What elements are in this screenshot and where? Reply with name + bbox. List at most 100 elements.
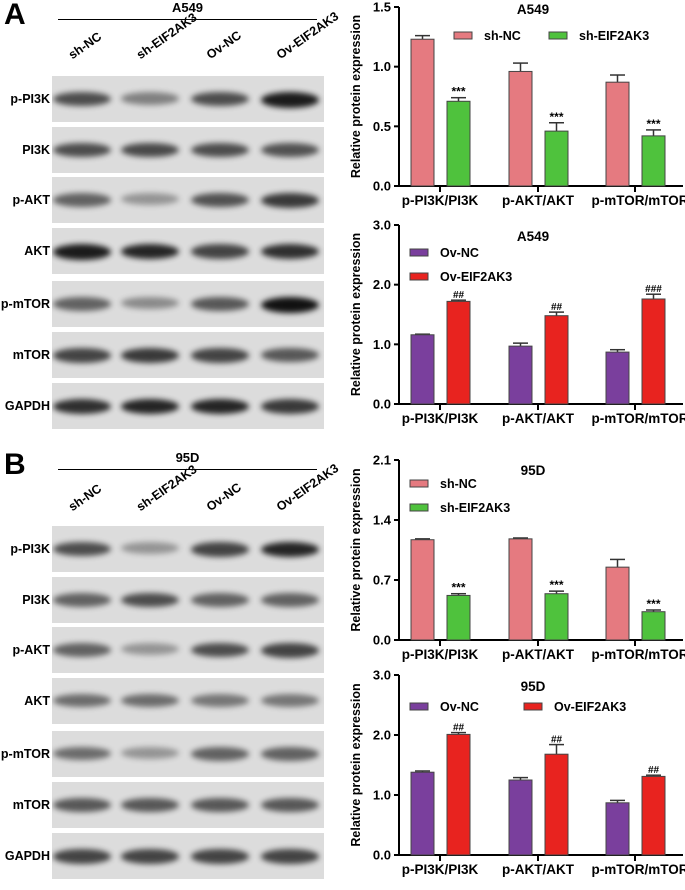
blot-band (191, 244, 249, 259)
significance-label: ## (453, 723, 465, 734)
blot-band (53, 297, 111, 311)
bar-sh-nc (605, 81, 630, 187)
bar-sh-eif2ak3 (641, 135, 666, 187)
blot-band (261, 542, 319, 558)
legend-label: Ov-EIF2AK3 (554, 700, 626, 714)
blot-band (121, 92, 179, 105)
blot-row (52, 127, 324, 173)
y-tick-label: 0.5 (373, 119, 391, 134)
x-tick-label: p-mTOR/mTOR (591, 193, 685, 208)
blot-row (52, 678, 324, 724)
legend-swatch (523, 702, 543, 711)
header-divider (58, 19, 317, 20)
blot-band (121, 348, 179, 363)
blot-band (191, 849, 249, 864)
row-label: GAPDH (4, 849, 50, 863)
significance-label: ## (551, 302, 563, 313)
bar-sh-nc (508, 70, 533, 187)
x-tick-label: p-PI3K/PI3K (402, 411, 479, 426)
bar-ov-eif2ak3 (446, 300, 471, 405)
blot-band (261, 643, 319, 658)
x-tick-label: p-PI3K/PI3K (402, 647, 479, 662)
blot-band (191, 399, 249, 415)
bar-ov-eif2ak3 (641, 775, 666, 856)
legend-swatch (409, 503, 429, 512)
chart-title: 95D (521, 679, 546, 694)
bar-ov-nc (410, 334, 435, 405)
y-axis-label: Relative protein expression (349, 15, 363, 178)
legend-label: Ov-EIF2AK3 (440, 270, 512, 284)
y-tick-label: 0.0 (373, 848, 391, 863)
cell-line-title: 95D (175, 450, 200, 465)
row-label: mTOR (12, 798, 50, 812)
blot-row (52, 782, 324, 828)
blot-band (191, 348, 249, 363)
row-label: p-AKT (12, 643, 51, 657)
significance-label: ## (453, 290, 465, 301)
row-label: PI3K (22, 593, 50, 607)
blot-band (191, 143, 249, 158)
x-tick-label: p-AKT/AKT (502, 647, 575, 662)
x-tick-label: p-PI3K/PI3K (402, 862, 479, 877)
blot-band (191, 694, 249, 707)
significance-label: *** (549, 110, 563, 124)
blot-band (261, 92, 319, 108)
blot-band (261, 348, 319, 362)
significance-label: *** (451, 85, 465, 99)
blot-row (52, 281, 324, 327)
blot-row (52, 833, 324, 879)
y-tick-label: 0.0 (373, 633, 391, 648)
blot-band (191, 193, 249, 208)
blot-band (53, 193, 111, 207)
bar-sh-nc (508, 538, 533, 641)
panel-label: A (4, 0, 26, 31)
legend-label: Ov-NC (440, 700, 479, 714)
chart-title: A549 (517, 229, 549, 244)
blot-band (53, 798, 111, 812)
blot-row (52, 332, 324, 378)
bar-sh-eif2ak3 (641, 611, 666, 641)
y-tick-label: 1.5 (373, 0, 391, 15)
significance-label: *** (549, 578, 563, 592)
blot-band (121, 297, 179, 310)
blot-band (53, 593, 111, 607)
bar-ov-nc (410, 771, 435, 856)
blot-row (52, 526, 324, 572)
blot-row (52, 228, 324, 274)
blot-band (191, 593, 249, 607)
legend-label: sh-EIF2AK3 (579, 29, 649, 43)
blot-band (53, 694, 111, 708)
y-axis-label: Relative protein expression (349, 233, 363, 396)
y-tick-label: 0.7 (373, 573, 391, 588)
bar-ov-eif2ak3 (544, 315, 569, 405)
x-tick-label: p-PI3K/PI3K (402, 193, 479, 208)
y-tick-label: 1.0 (373, 337, 391, 352)
blot-band (261, 193, 319, 208)
row-label: p-mTOR (0, 747, 50, 761)
blot-band (191, 798, 249, 812)
blot-band (121, 542, 179, 555)
legend-label: sh-EIF2AK3 (440, 501, 510, 515)
legend-swatch (548, 31, 568, 40)
row-label: GAPDH (4, 399, 50, 413)
blot-band (121, 694, 179, 708)
bar-sh-eif2ak3 (446, 100, 471, 187)
y-tick-label: 2.0 (373, 277, 391, 292)
significance-label: *** (451, 581, 465, 595)
significance-label: ### (645, 284, 662, 295)
bar-sh-nc (410, 38, 435, 187)
y-tick-label: 1.0 (373, 59, 391, 74)
blot-band (261, 694, 319, 707)
bar-ov-eif2ak3 (641, 298, 666, 405)
blot-band (121, 798, 179, 812)
blot-band (121, 244, 179, 260)
blot-band (53, 747, 111, 761)
bar-ov-eif2ak3 (446, 733, 471, 856)
legend-swatch (409, 248, 429, 257)
blot-band (261, 798, 319, 812)
y-tick-label: 3.0 (373, 218, 391, 233)
x-tick-label: p-mTOR/mTOR (591, 647, 685, 662)
blot-band (261, 849, 319, 864)
header-divider (58, 469, 317, 470)
